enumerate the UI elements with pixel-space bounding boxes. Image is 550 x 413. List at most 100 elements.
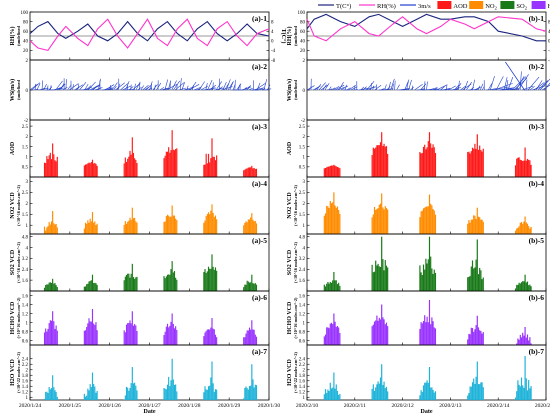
bar: [244, 169, 246, 177]
bar: [91, 274, 94, 291]
bar: [468, 333, 470, 345]
bar: [83, 330, 85, 345]
bar: [333, 313, 335, 345]
y-tick-label: 1.6: [299, 294, 306, 299]
bar: [166, 274, 169, 291]
bar: [166, 214, 169, 234]
bar: [213, 269, 215, 291]
bar: [45, 328, 47, 345]
y-right-tick-label: 4: [548, 30, 550, 35]
bar: [468, 220, 470, 234]
bar: [211, 138, 213, 177]
wind-vector: [173, 80, 180, 91]
bar: [204, 164, 206, 177]
panel-frame: [29, 176, 270, 235]
panel-label: (b)-1: [529, 14, 545, 23]
bar: [335, 280, 337, 291]
bar: [480, 270, 482, 291]
bar: [207, 329, 210, 345]
wind-vector: [360, 86, 365, 91]
wind-vector: [84, 83, 89, 91]
wind-vector: [406, 81, 409, 91]
wind-vector: [226, 79, 231, 91]
bar: [209, 162, 211, 177]
y-right-tick-label: -4: [548, 49, 550, 54]
bar: [175, 218, 177, 234]
bar: [328, 328, 330, 345]
humidity-line: [306, 16, 547, 42]
bar: [216, 337, 218, 345]
legend-box-swatch: [437, 1, 452, 9]
bar: [519, 283, 521, 291]
bar: [255, 284, 258, 291]
bar: [421, 210, 423, 234]
wind-vector: [479, 83, 484, 91]
y-tick-label: 1.6: [22, 380, 29, 385]
bar: [514, 288, 517, 291]
bar: [170, 269, 172, 291]
legend-item: SO2: [500, 1, 527, 11]
bar: [330, 322, 333, 345]
bar: [204, 332, 206, 345]
bar: [480, 149, 482, 177]
bar: [84, 396, 87, 400]
bar: [523, 335, 525, 345]
bar: [333, 272, 335, 291]
bar: [214, 389, 217, 400]
bar: [84, 286, 87, 291]
bar: [130, 273, 132, 291]
y-tick-label: 3: [303, 180, 306, 185]
y-tick-label: 2: [303, 369, 306, 374]
bar: [469, 334, 471, 345]
y-tick-label: 1.2: [299, 312, 306, 317]
wind-vector: [65, 79, 67, 91]
y-tick-label: 1: [303, 155, 306, 160]
bar: [470, 386, 472, 400]
bar: [54, 224, 56, 234]
bar: [125, 386, 128, 400]
bar: [165, 276, 167, 291]
bar: [477, 149, 480, 177]
bar: [127, 158, 129, 177]
bar: [213, 391, 215, 400]
y-tick-label: 1: [303, 224, 306, 229]
bar: [255, 336, 258, 345]
wind-vector: [267, 84, 271, 91]
y-tick-label: -2: [24, 119, 29, 124]
bar: [327, 166, 329, 177]
bar: [55, 325, 57, 345]
bar: [420, 322, 422, 345]
y-tick-label: 2.4: [299, 358, 306, 363]
bar: [245, 284, 247, 291]
bar: [46, 284, 48, 291]
y-axis-unit: (×10^22 molec.cm^-2): [16, 352, 21, 393]
wind-vector: [458, 80, 460, 91]
bar: [45, 230, 47, 234]
bar: [164, 278, 166, 291]
panel-label: (a)-7: [252, 347, 267, 356]
bar: [482, 277, 484, 291]
bar: [166, 384, 169, 400]
bar: [427, 206, 429, 234]
bar: [376, 145, 378, 177]
wind-vector: [171, 80, 177, 91]
bar: [55, 223, 57, 234]
wind-vector: [207, 79, 213, 91]
bar: [479, 217, 481, 234]
bar: [49, 152, 51, 177]
bar: [250, 217, 252, 234]
y-tick-label: 2.5: [22, 191, 29, 196]
bar: [90, 221, 92, 234]
bar: [467, 223, 469, 234]
wind-vector: [142, 85, 149, 91]
wind-vector: [426, 81, 428, 91]
y-tick-label: 1.6: [22, 294, 29, 299]
bar: [245, 221, 247, 234]
bar: [428, 194, 431, 234]
wind-vector: [328, 86, 332, 91]
bar: [252, 219, 254, 234]
wind-vector: [224, 83, 229, 91]
y-axis-title: WS(m/s): [286, 79, 293, 101]
bar: [430, 143, 432, 177]
wind-vector: [384, 84, 387, 91]
